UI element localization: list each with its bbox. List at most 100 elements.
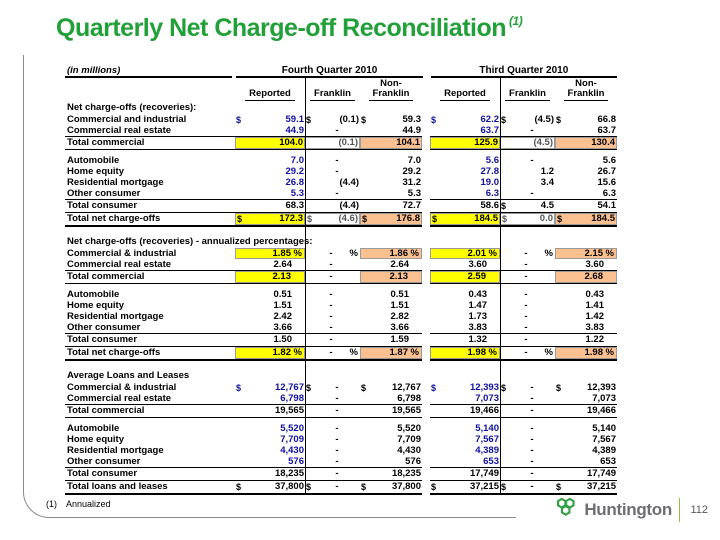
- cell: 0.51: [273, 288, 293, 300]
- table-row: Home equity 29.2 - 29.2 27.8 1.2 26.7: [65, 166, 617, 177]
- cell: -: [335, 154, 339, 166]
- subheader-non-franklin: Non- Franklin: [360, 78, 422, 102]
- cell: 2.68: [555, 271, 617, 283]
- cell: 3.60: [468, 258, 488, 270]
- table-row: Total net charge-offs $172.3 $ (4.6) $176.8 $…: [65, 213, 617, 227]
- table-row: Commercial real estate 6,798 - 6,798 7,073 - 7…: [65, 393, 617, 404]
- table-row: Commercial & industrial 1.85% -% 1.86% 2.01%…: [65, 248, 617, 259]
- cell: 6.3: [602, 187, 616, 199]
- cell: 31.2: [402, 176, 422, 188]
- cell: 7,073: [592, 392, 616, 404]
- cell: 4,430: [397, 444, 421, 456]
- cell: 0.51: [390, 288, 410, 300]
- row-label: Net charge-offs (recoveries):: [67, 102, 197, 113]
- cell: 1.2: [540, 165, 554, 177]
- cell: $0.0: [500, 213, 555, 225]
- cell: 2.42: [273, 310, 293, 322]
- cell: -: [329, 288, 333, 300]
- cell: $12,767: [361, 381, 421, 393]
- cell: 1.98%: [430, 347, 500, 359]
- cell: 576: [405, 455, 421, 467]
- quarter-header-q4: Fourth Quarter 2010: [236, 65, 423, 78]
- row-label: Residential mortgage: [67, 310, 164, 322]
- cell: 1.98%: [555, 347, 617, 359]
- cell: -: [524, 258, 528, 270]
- cell: 29.2: [402, 165, 422, 177]
- cell: 68.3: [285, 200, 305, 211]
- row-label: Home equity: [67, 433, 125, 445]
- row-label: Other consumer: [67, 187, 141, 199]
- cell: -: [335, 433, 339, 445]
- cell: 18,235: [391, 468, 421, 479]
- cell: 19.0: [480, 176, 500, 188]
- cell: $184.5: [430, 213, 500, 225]
- cell: -: [530, 444, 534, 456]
- cell: $ -: [501, 481, 534, 493]
- table-row: Commercial real estate 2.64 - 2.64 3.60 - 3.60: [65, 259, 617, 270]
- cell: -: [530, 455, 534, 467]
- cell: 1.32: [468, 334, 488, 345]
- cell: 63.7: [480, 124, 500, 136]
- cell: 6,798: [280, 392, 304, 404]
- units-label: (in millions): [65, 65, 233, 78]
- cell: -: [335, 187, 339, 199]
- subheader-reported: Reported: [235, 78, 305, 102]
- row-label: Total commercial: [65, 136, 235, 150]
- cell: 5.6: [602, 154, 616, 166]
- cell: 17,749: [586, 468, 616, 479]
- page-number: 112: [690, 503, 708, 516]
- cell: 3.83: [585, 321, 605, 333]
- cell: 2.59: [430, 271, 500, 283]
- cell: $ -: [306, 481, 339, 493]
- cell: 1.22: [585, 334, 605, 345]
- footnote-marker: (1): [46, 499, 57, 509]
- cell: 29.2: [285, 165, 305, 177]
- cell: 5.3: [290, 187, 304, 199]
- cell: $172.3: [235, 213, 305, 225]
- table-row: Home equity 7,709 - 7,709 7,567 - 7,567: [65, 434, 617, 445]
- brand-wordmark: Huntington: [584, 499, 672, 519]
- cell: 19,565: [274, 405, 304, 416]
- section-header-row: Average Loans and Leases: [65, 370, 617, 382]
- table-body: Net charge-offs (recoveries): Commercial …: [65, 102, 617, 495]
- table-row: Total net charge-offs 1.82% -% 1.87% 1.98% -%…: [65, 347, 617, 361]
- table-row: Total commercial 104.0 (0.1) 104.1 125.9 (4.5…: [65, 136, 617, 150]
- table-row: Automobile 0.51 - 0.51 0.43 - 0.43: [65, 289, 617, 300]
- table-header-row: (in millions) Fourth Quarter 2010 Third …: [65, 62, 617, 78]
- cell: $ -: [501, 381, 534, 393]
- cell: -: [530, 392, 534, 404]
- cell: -: [530, 187, 534, 199]
- table-row: Residential mortgage 26.8 (4.4) 31.2 19.0 3.4…: [65, 177, 617, 188]
- table-row: Total loans and leases $37,800 $ - $37,800 $3…: [65, 481, 617, 495]
- section-header-row: Net charge-offs (recoveries):: [65, 102, 617, 114]
- cell: 2.64: [390, 258, 410, 270]
- cell: 1.41: [585, 299, 605, 311]
- cell: 2.13: [235, 271, 305, 283]
- cell: (4.4): [339, 176, 359, 188]
- cell: -: [329, 299, 333, 311]
- cell: -: [524, 310, 528, 322]
- table-row: Total consumer 68.3 (4.4) 72.7 58.6 $4.5 54.1: [65, 199, 617, 213]
- row-label: Commercial & industrial: [67, 247, 177, 259]
- cell: -: [524, 271, 528, 282]
- row-label: Residential mortgage: [67, 176, 164, 188]
- row-spacer: [65, 361, 617, 370]
- cell: 576: [288, 455, 304, 467]
- row-label: Total net charge-offs: [65, 347, 235, 361]
- section-header-row: Net charge-offs (recoveries) - annualize…: [65, 236, 617, 248]
- table-row: Commercial real estate 44.9 - 44.9 63.7 - 63.7: [65, 125, 617, 136]
- cell: 0.43: [468, 288, 488, 300]
- cell: 26.7: [597, 165, 617, 177]
- table-row: Home equity 1.51 - 1.51 1.47 - 1.41: [65, 300, 617, 311]
- cell: $12,767: [236, 381, 304, 393]
- row-label: Commercial & industrial: [67, 381, 177, 393]
- table-row: Other consumer 3.66 - 3.66 3.83 - 3.83: [65, 322, 617, 333]
- footnote-text: Annualized: [66, 499, 111, 509]
- cell: 0.43: [585, 288, 605, 300]
- cell: 4,389: [475, 444, 499, 456]
- cell: 4,389: [592, 444, 616, 456]
- row-label: Average Loans and Leases: [67, 370, 190, 381]
- cell: 7,073: [475, 392, 499, 404]
- cell: $37,215: [556, 481, 616, 493]
- cell: (4.5): [500, 137, 555, 149]
